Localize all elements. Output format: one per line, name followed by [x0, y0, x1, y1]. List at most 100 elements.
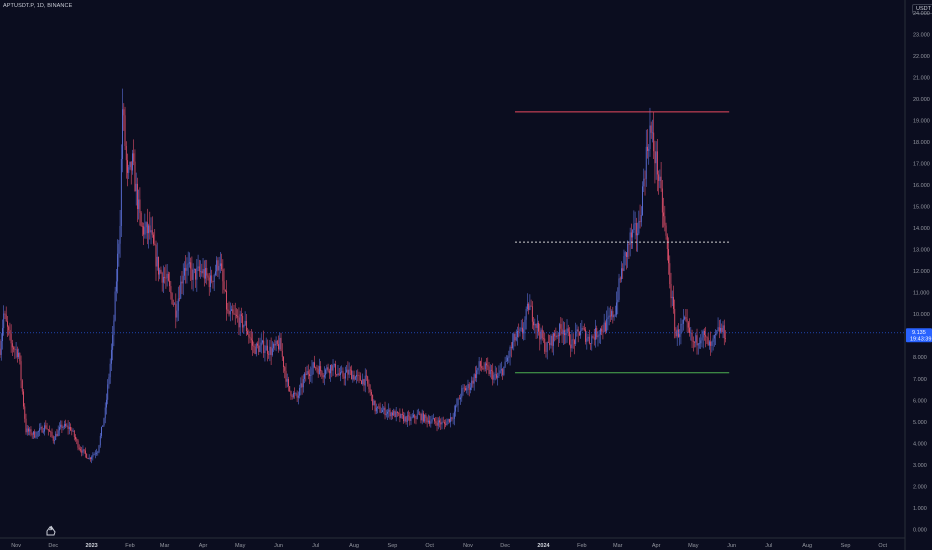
candle-body: [82, 449, 84, 453]
candle-body: [367, 376, 369, 384]
candle-body: [224, 289, 226, 291]
y-tick-label: 0.000: [913, 527, 927, 533]
candle-body: [647, 146, 648, 151]
candle-body: [642, 186, 643, 216]
candle-body: [52, 436, 54, 441]
candle-body: [720, 327, 721, 332]
candle-body: [398, 412, 400, 414]
candle-body: [519, 328, 521, 332]
candle-body: [94, 453, 96, 455]
candle-body: [300, 383, 302, 388]
y-tick-label: 6.000: [913, 398, 927, 404]
candle-body: [471, 380, 473, 388]
candle-body: [49, 430, 50, 432]
candle-body: [442, 421, 444, 423]
candle-body: [223, 281, 225, 290]
x-tick-label: Apr: [652, 543, 661, 549]
candle-body: [328, 370, 330, 374]
candle-body: [418, 413, 419, 415]
candle-body: [343, 376, 345, 379]
candle-body: [263, 340, 265, 353]
candle-body: [389, 409, 391, 417]
candle-body: [40, 427, 42, 429]
candle-body: [341, 371, 343, 373]
candle-body: [342, 371, 344, 377]
candle-body: [598, 334, 600, 336]
candle-body: [206, 267, 208, 276]
candle-body: [695, 335, 697, 343]
x-tick-label: May: [235, 543, 246, 549]
candle-body: [359, 375, 361, 381]
candle-body: [316, 367, 318, 370]
candle-body: [643, 178, 645, 187]
candle-body: [177, 298, 179, 311]
candle-body: [198, 266, 200, 272]
candle-body: [164, 276, 166, 279]
candle-body: [305, 373, 307, 376]
candle-body: [491, 369, 492, 371]
candle-body: [463, 387, 465, 389]
candle-body: [434, 418, 435, 422]
candle-body: [551, 335, 553, 346]
candle-body: [170, 286, 172, 294]
y-tick-label: 20.000: [913, 97, 930, 103]
candle-body: [450, 417, 452, 423]
candle-body: [521, 327, 523, 334]
candle-body: [364, 375, 366, 386]
candle-body: [128, 167, 130, 173]
candle-body: [716, 330, 718, 334]
candle-body: [713, 334, 715, 339]
candle-body: [550, 335, 552, 346]
candle-body: [373, 400, 375, 406]
candle-body: [483, 369, 485, 370]
candle-body: [524, 319, 526, 330]
candle-body: [520, 327, 522, 329]
candle-body: [29, 429, 31, 432]
candle-body: [271, 348, 273, 356]
candle-body: [162, 276, 164, 283]
candle-body: [613, 315, 615, 318]
candle-body: [214, 271, 216, 275]
candle-body: [67, 425, 69, 429]
candle-body: [687, 322, 689, 328]
candle-body: [424, 414, 426, 422]
candle-body: [358, 374, 360, 376]
candle-body: [175, 303, 177, 318]
candle-body: [676, 329, 678, 337]
candle-body: [47, 429, 49, 431]
candle-body: [37, 431, 39, 432]
candle-body: [478, 361, 480, 368]
candle-body: [528, 303, 530, 310]
candle-body: [6, 321, 8, 327]
candle-body: [291, 395, 293, 397]
candle-body: [628, 244, 630, 245]
candle-body: [320, 366, 322, 372]
y-tick-label: 22.000: [913, 54, 930, 60]
candle-body: [552, 333, 554, 346]
candle-body: [384, 407, 386, 416]
candle-body: [184, 268, 185, 276]
candle-body: [368, 383, 370, 390]
candle-body: [366, 375, 367, 377]
candle-body: [405, 416, 407, 422]
candle-body: [587, 336, 589, 339]
candle-body: [0, 341, 2, 355]
x-tick-label: Feb: [125, 543, 134, 549]
candle-body: [46, 427, 48, 430]
candle-body: [60, 424, 62, 428]
candle-body: [160, 269, 162, 274]
candle-body: [25, 418, 27, 433]
candle-body: [156, 256, 158, 267]
candle-body: [318, 366, 320, 375]
candle-body: [556, 335, 558, 338]
candle-body: [493, 375, 495, 380]
candle-body: [705, 334, 707, 337]
candle-body: [379, 406, 381, 413]
candle-body: [629, 232, 631, 245]
currency-badge[interactable]: USDT: [912, 4, 932, 14]
candle-body: [229, 310, 231, 315]
candle-body: [467, 384, 469, 389]
candle-body: [264, 350, 266, 353]
y-tick-label: 18.000: [913, 140, 930, 146]
